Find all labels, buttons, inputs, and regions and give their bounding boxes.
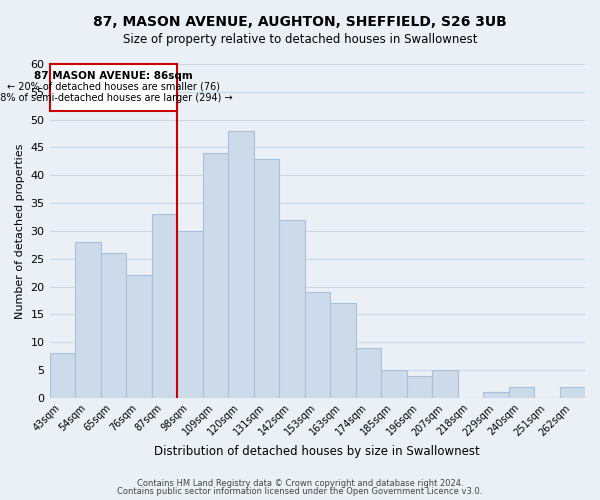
- Bar: [75, 242, 101, 398]
- Text: 78% of semi-detached houses are larger (294) →: 78% of semi-detached houses are larger (…: [0, 93, 233, 103]
- Bar: [483, 392, 509, 398]
- Text: ← 20% of detached houses are smaller (76): ← 20% of detached houses are smaller (76…: [7, 82, 220, 92]
- Bar: [381, 370, 407, 398]
- Bar: [228, 131, 254, 398]
- Bar: [177, 231, 203, 398]
- Text: 87 MASON AVENUE: 86sqm: 87 MASON AVENUE: 86sqm: [34, 70, 193, 81]
- Bar: [126, 276, 152, 398]
- Bar: [432, 370, 458, 398]
- Text: Size of property relative to detached houses in Swallownest: Size of property relative to detached ho…: [123, 32, 477, 46]
- Bar: [101, 253, 126, 398]
- Bar: [407, 376, 432, 398]
- FancyBboxPatch shape: [50, 64, 177, 112]
- Text: Contains HM Land Registry data © Crown copyright and database right 2024.: Contains HM Land Registry data © Crown c…: [137, 478, 463, 488]
- Bar: [330, 303, 356, 398]
- Bar: [50, 354, 75, 398]
- Bar: [254, 158, 279, 398]
- Bar: [152, 214, 177, 398]
- Bar: [305, 292, 330, 398]
- Bar: [356, 348, 381, 398]
- Bar: [279, 220, 305, 398]
- Text: Contains public sector information licensed under the Open Government Licence v3: Contains public sector information licen…: [118, 487, 482, 496]
- Text: 87, MASON AVENUE, AUGHTON, SHEFFIELD, S26 3UB: 87, MASON AVENUE, AUGHTON, SHEFFIELD, S2…: [93, 15, 507, 29]
- Bar: [560, 386, 585, 398]
- Bar: [509, 386, 534, 398]
- X-axis label: Distribution of detached houses by size in Swallownest: Distribution of detached houses by size …: [154, 444, 480, 458]
- Y-axis label: Number of detached properties: Number of detached properties: [15, 143, 25, 318]
- Bar: [203, 153, 228, 398]
